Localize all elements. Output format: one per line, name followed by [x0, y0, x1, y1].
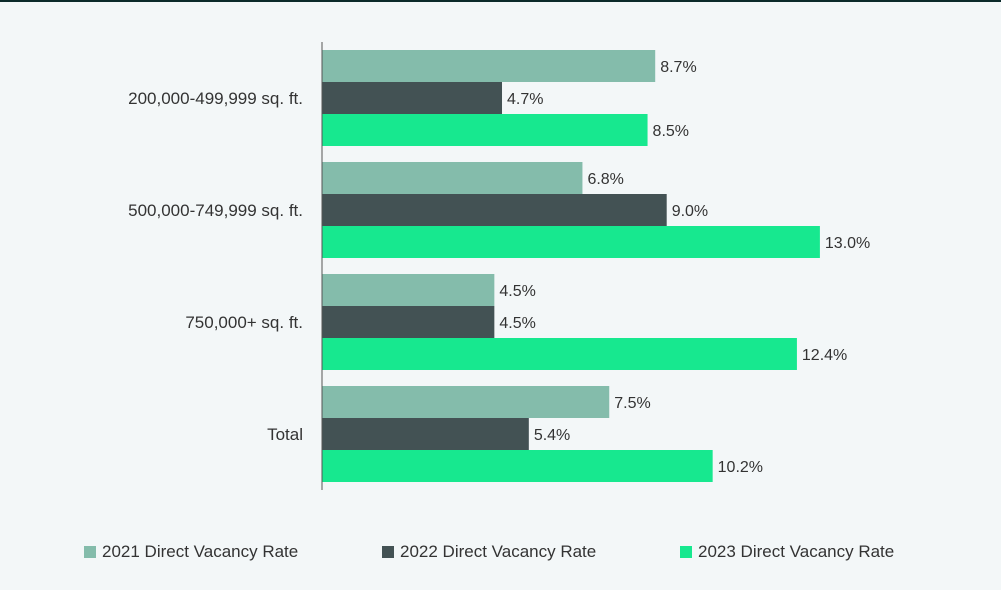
- legend-item-2023: 2023 Direct Vacancy Rate: [680, 542, 894, 562]
- data-label-3-series-1: 4.5%: [499, 283, 535, 300]
- category-label-1: 200,000-499,999 sq. ft.: [128, 89, 303, 108]
- legend: 2021 Direct Vacancy Rate 2022 Direct Vac…: [84, 542, 894, 562]
- category-label-3: 750,000+ sq. ft.: [185, 313, 303, 332]
- data-label-4-series-3: 10.2%: [718, 459, 763, 476]
- data-label-4-series-1: 7.5%: [614, 395, 650, 412]
- data-label-3-series-3: 12.4%: [802, 347, 847, 364]
- legend-label-2023: 2023 Direct Vacancy Rate: [698, 542, 895, 561]
- bar-1-series-1: [322, 50, 656, 82]
- category-label-2: 500,000-749,999 sq. ft.: [128, 201, 303, 220]
- data-label-2-series-2: 9.0%: [672, 203, 708, 220]
- bar-chart: 8.7% 4.7% 8.5% 200,000-499,999 sq. ft. 6.8% 9…: [128, 42, 870, 490]
- bar-4-series-1: [322, 386, 610, 418]
- category-label-4: Total: [267, 425, 303, 444]
- bar-3-series-3: [322, 338, 797, 370]
- data-label-3-series-2: 4.5%: [499, 315, 535, 332]
- legend-swatch-2022: [382, 546, 394, 558]
- legend-swatch-2021: [84, 546, 96, 558]
- bar-2-series-1: [322, 162, 583, 194]
- data-label-2-series-3: 13.0%: [825, 235, 870, 252]
- legend-label-2022: 2022 Direct Vacancy Rate: [400, 542, 597, 561]
- data-label-2-series-1: 6.8%: [587, 171, 623, 188]
- bar-4-series-3: [322, 450, 713, 482]
- data-label-1-series-1: 8.7%: [660, 59, 696, 76]
- bar-1-series-3: [322, 114, 648, 146]
- bar-3-series-1: [322, 274, 495, 306]
- data-label-1-series-2: 4.7%: [507, 91, 543, 108]
- bar-3-series-2: [322, 306, 495, 338]
- bar-4-series-2: [322, 418, 529, 450]
- bar-2-series-3: [322, 226, 820, 258]
- legend-swatch-2023: [680, 546, 692, 558]
- legend-item-2021: 2021 Direct Vacancy Rate: [84, 542, 382, 562]
- legend-label-2021: 2021 Direct Vacancy Rate: [102, 542, 299, 561]
- bar-1-series-2: [322, 82, 503, 114]
- data-label-1-series-3: 8.5%: [653, 123, 689, 140]
- legend-item-2022: 2022 Direct Vacancy Rate: [382, 542, 680, 562]
- data-label-4-series-2: 5.4%: [534, 427, 570, 444]
- bar-2-series-2: [322, 194, 667, 226]
